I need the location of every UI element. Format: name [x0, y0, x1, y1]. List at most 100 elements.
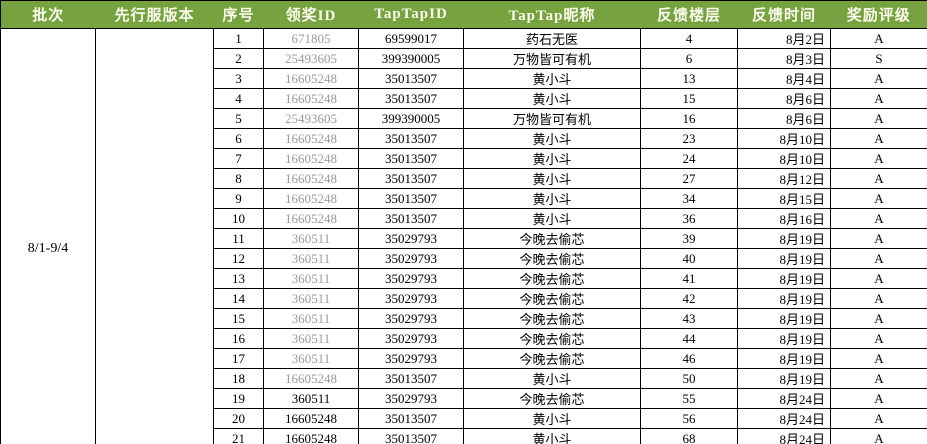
column-header-taptap-nickname[interactable]: TapTap昵称	[463, 0, 641, 29]
floor-cell[interactable]: 36	[640, 208, 738, 229]
column-header-batch[interactable]: 批次	[0, 0, 96, 29]
rating-cell[interactable]: A	[830, 328, 927, 349]
nickname-cell[interactable]: 黄小斗	[463, 188, 641, 209]
taptap-id-cell[interactable]: 35013507	[358, 88, 464, 109]
seq-cell[interactable]: 20	[213, 408, 264, 429]
rating-cell[interactable]: A	[830, 108, 927, 129]
taptap-id-cell[interactable]: 35013507	[358, 128, 464, 149]
seq-cell[interactable]: 15	[213, 308, 264, 329]
nickname-cell[interactable]: 药石无医	[463, 28, 641, 49]
date-cell[interactable]: 8月12日	[737, 168, 831, 189]
date-cell[interactable]: 8月19日	[737, 328, 831, 349]
floor-cell[interactable]: 55	[640, 388, 738, 409]
seq-cell[interactable]: 2	[213, 48, 264, 69]
floor-cell[interactable]: 43	[640, 308, 738, 329]
column-header-taptap-id[interactable]: TapTapID	[358, 0, 464, 29]
taptap-id-cell[interactable]: 35013507	[358, 168, 464, 189]
taptap-id-cell[interactable]: 35013507	[358, 148, 464, 169]
rating-cell[interactable]: A	[830, 168, 927, 189]
prize-id-cell[interactable]: 25493605	[263, 108, 359, 129]
floor-cell[interactable]: 4	[640, 28, 738, 49]
rating-cell[interactable]: A	[830, 428, 927, 444]
prize-id-cell[interactable]: 360511	[263, 388, 359, 409]
prize-id-cell[interactable]: 360511	[263, 248, 359, 269]
prize-id-cell[interactable]: 16605248	[263, 148, 359, 169]
taptap-id-cell[interactable]: 399390005	[358, 48, 464, 69]
date-cell[interactable]: 8月19日	[737, 228, 831, 249]
floor-cell[interactable]: 13	[640, 68, 738, 89]
seq-cell[interactable]: 3	[213, 68, 264, 89]
rating-cell[interactable]: A	[830, 188, 927, 209]
nickname-cell[interactable]: 今晚去偷芯	[463, 288, 641, 309]
nickname-cell[interactable]: 黄小斗	[463, 148, 641, 169]
taptap-id-cell[interactable]: 69599017	[358, 28, 464, 49]
rating-cell[interactable]: A	[830, 288, 927, 309]
nickname-cell[interactable]: 今晚去偷芯	[463, 248, 641, 269]
date-cell[interactable]: 8月19日	[737, 308, 831, 329]
prize-id-cell[interactable]: 360511	[263, 228, 359, 249]
floor-cell[interactable]: 41	[640, 268, 738, 289]
prize-id-cell[interactable]: 360511	[263, 328, 359, 349]
nickname-cell[interactable]: 黄小斗	[463, 368, 641, 389]
rating-cell[interactable]: A	[830, 348, 927, 369]
taptap-id-cell[interactable]: 35029793	[358, 248, 464, 269]
column-header-seq[interactable]: 序号	[213, 0, 264, 29]
floor-cell[interactable]: 50	[640, 368, 738, 389]
nickname-cell[interactable]: 今晚去偷芯	[463, 308, 641, 329]
date-cell[interactable]: 8月19日	[737, 268, 831, 289]
rating-cell[interactable]: A	[830, 88, 927, 109]
date-cell[interactable]: 8月15日	[737, 188, 831, 209]
rating-cell[interactable]: A	[830, 128, 927, 149]
seq-cell[interactable]: 11	[213, 228, 264, 249]
column-header-advance-version[interactable]: 先行服版本	[95, 0, 214, 29]
prize-id-cell[interactable]: 16605248	[263, 88, 359, 109]
nickname-cell[interactable]: 万物皆可有机	[463, 108, 641, 129]
nickname-cell[interactable]: 黄小斗	[463, 128, 641, 149]
seq-cell[interactable]: 19	[213, 388, 264, 409]
nickname-cell[interactable]: 万物皆可有机	[463, 48, 641, 69]
prize-id-cell[interactable]: 360511	[263, 288, 359, 309]
prize-id-cell[interactable]: 16605248	[263, 428, 359, 444]
seq-cell[interactable]: 8	[213, 168, 264, 189]
date-cell[interactable]: 8月24日	[737, 408, 831, 429]
date-cell[interactable]: 8月24日	[737, 388, 831, 409]
seq-cell[interactable]: 7	[213, 148, 264, 169]
floor-cell[interactable]: 42	[640, 288, 738, 309]
nickname-cell[interactable]: 黄小斗	[463, 408, 641, 429]
prize-id-cell[interactable]: 16605248	[263, 188, 359, 209]
column-header-feedback-time[interactable]: 反馈时间	[737, 0, 831, 29]
floor-cell[interactable]: 39	[640, 228, 738, 249]
date-cell[interactable]: 8月6日	[737, 108, 831, 129]
prize-id-cell[interactable]: 671805	[263, 28, 359, 49]
seq-cell[interactable]: 6	[213, 128, 264, 149]
seq-cell[interactable]: 18	[213, 368, 264, 389]
nickname-cell[interactable]: 今晚去偷芯	[463, 328, 641, 349]
prize-id-cell[interactable]: 16605248	[263, 168, 359, 189]
advance-version-cell[interactable]	[95, 28, 214, 444]
date-cell[interactable]: 8月10日	[737, 148, 831, 169]
prize-id-cell[interactable]: 25493605	[263, 48, 359, 69]
prize-id-cell[interactable]: 16605248	[263, 368, 359, 389]
floor-cell[interactable]: 24	[640, 148, 738, 169]
seq-cell[interactable]: 21	[213, 428, 264, 444]
date-cell[interactable]: 8月2日	[737, 28, 831, 49]
floor-cell[interactable]: 23	[640, 128, 738, 149]
taptap-id-cell[interactable]: 35029793	[358, 268, 464, 289]
seq-cell[interactable]: 17	[213, 348, 264, 369]
taptap-id-cell[interactable]: 35013507	[358, 188, 464, 209]
taptap-id-cell[interactable]: 35013507	[358, 208, 464, 229]
prize-id-cell[interactable]: 360511	[263, 268, 359, 289]
taptap-id-cell[interactable]: 35029793	[358, 348, 464, 369]
floor-cell[interactable]: 6	[640, 48, 738, 69]
taptap-id-cell[interactable]: 35013507	[358, 68, 464, 89]
floor-cell[interactable]: 68	[640, 428, 738, 444]
prize-id-cell[interactable]: 360511	[263, 348, 359, 369]
floor-cell[interactable]: 56	[640, 408, 738, 429]
taptap-id-cell[interactable]: 35029793	[358, 288, 464, 309]
seq-cell[interactable]: 16	[213, 328, 264, 349]
prize-id-cell[interactable]: 16605248	[263, 208, 359, 229]
nickname-cell[interactable]: 今晚去偷芯	[463, 388, 641, 409]
seq-cell[interactable]: 1	[213, 28, 264, 49]
taptap-id-cell[interactable]: 35029793	[358, 308, 464, 329]
date-cell[interactable]: 8月6日	[737, 88, 831, 109]
